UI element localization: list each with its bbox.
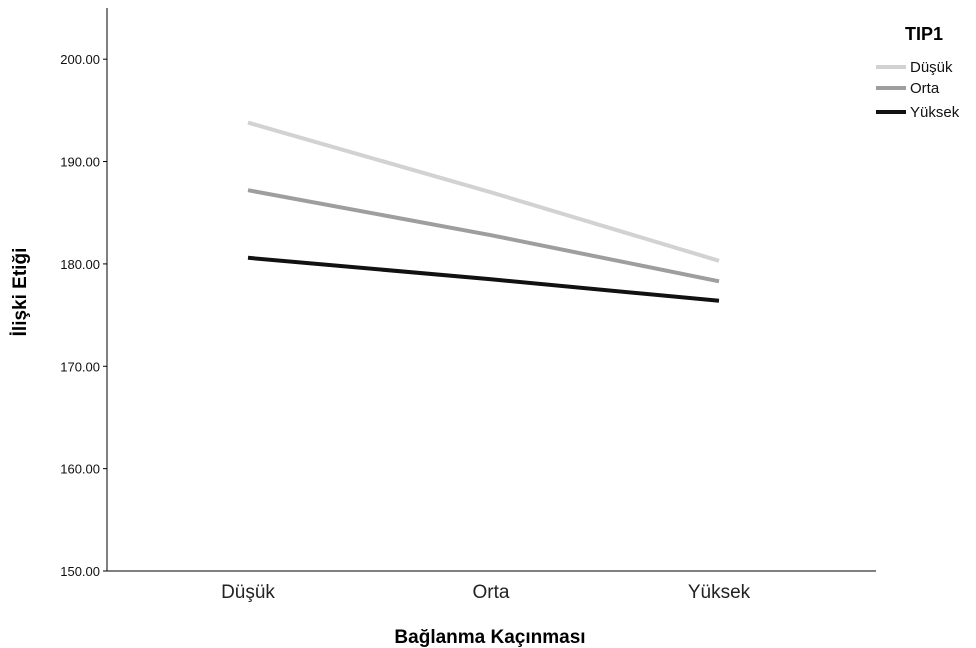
x-tick-label: Orta <box>473 582 510 603</box>
series-line <box>247 188 720 284</box>
y-tick-label: 170.00 <box>60 359 100 374</box>
legend-label: Orta <box>910 80 940 97</box>
legend-label: Düşük <box>910 59 953 76</box>
axes <box>106 8 876 572</box>
y-tick-label: 180.00 <box>60 257 100 272</box>
legend-title: TIP1 <box>905 24 943 44</box>
legend: TIP1 Düşük Orta Yüksek <box>876 24 960 121</box>
series-lines <box>247 120 720 303</box>
y-axis-title: İlişki Etiği <box>10 248 31 337</box>
y-tick-label: 190.00 <box>60 155 100 170</box>
series-line <box>247 255 720 303</box>
x-axis-title: Bağlanma Kaçınması <box>394 627 585 648</box>
series-line <box>247 120 720 263</box>
y-tick-label: 160.00 <box>60 462 100 477</box>
x-tick-label: Yüksek <box>688 582 751 603</box>
y-axis-ticks: 150.00 160.00 170.00 180.00 190.00 200.00 <box>60 52 107 579</box>
x-axis-ticks: Düşük Orta Yüksek <box>221 582 751 603</box>
y-tick-label: 200.00 <box>60 52 100 67</box>
x-tick-label: Düşük <box>221 582 275 603</box>
y-tick-label: 150.00 <box>60 564 100 579</box>
legend-label: Yüksek <box>910 104 960 121</box>
